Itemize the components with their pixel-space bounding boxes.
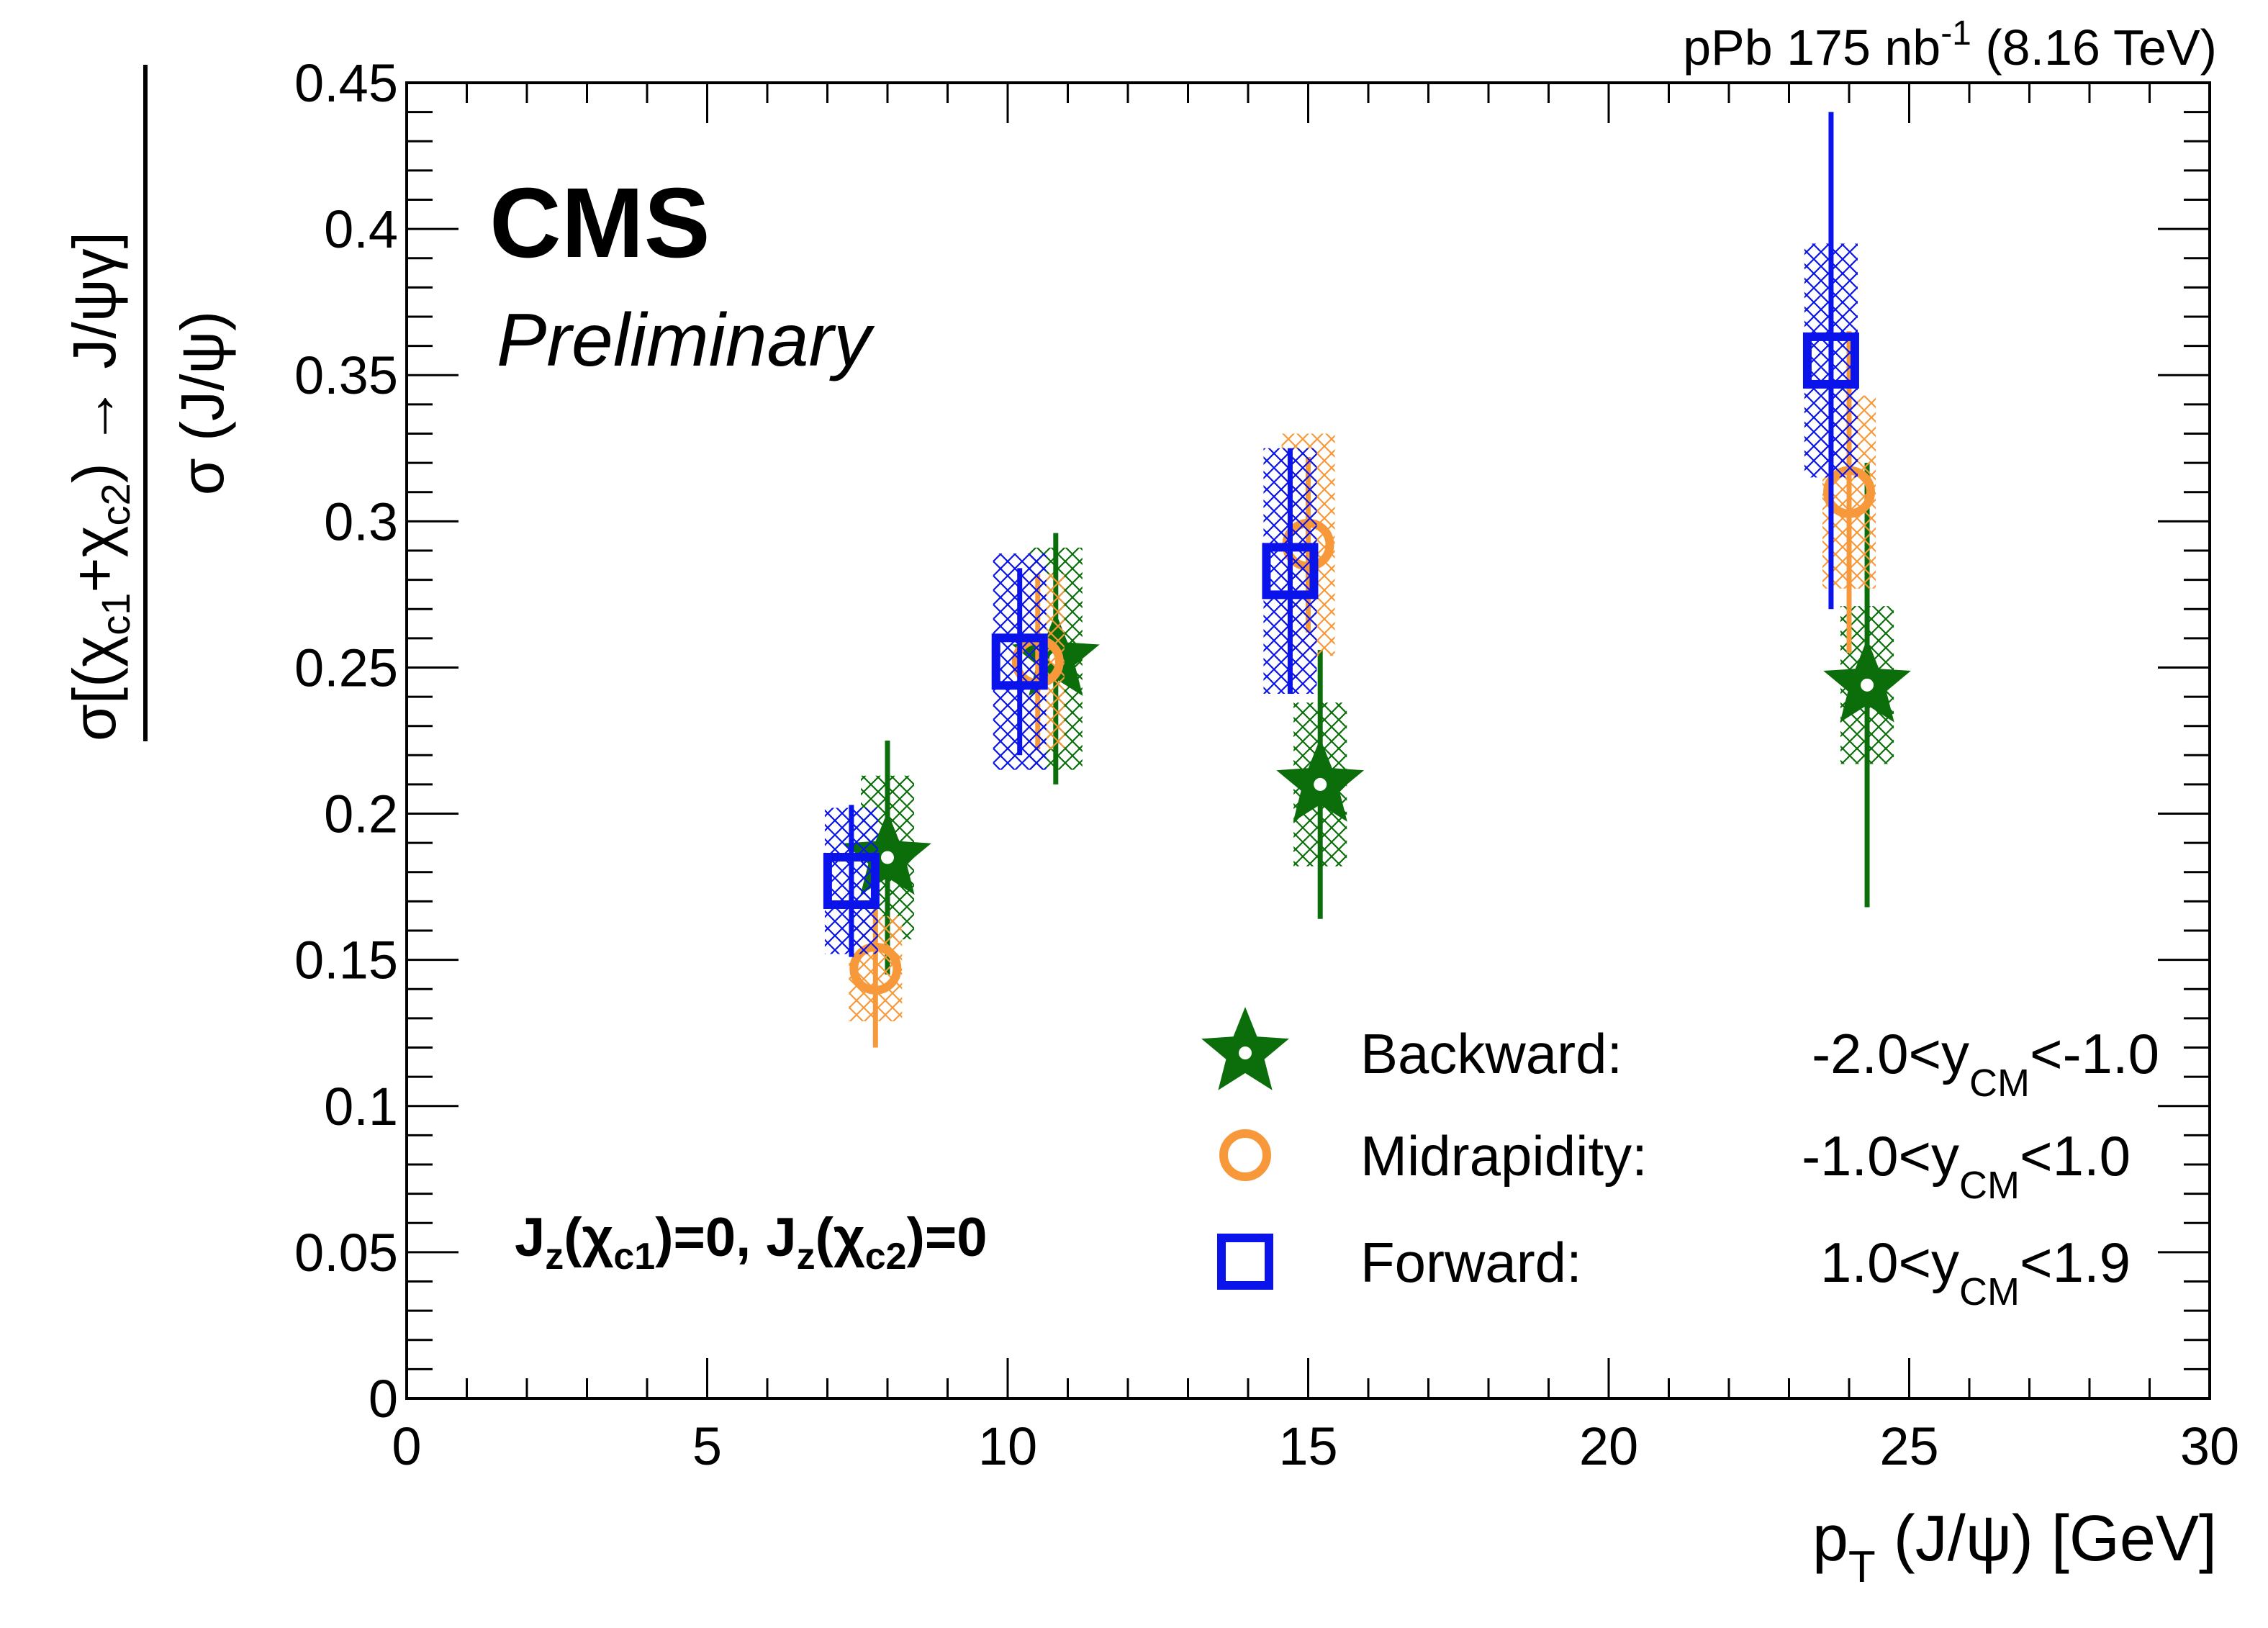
backward-point-core xyxy=(881,851,894,864)
x-axis-title: pT (J/ψ) [GeV] xyxy=(1812,1503,2217,1592)
backward-point-core xyxy=(1861,678,1874,692)
y-axis-title: σ[(χc1+χc2) → J/ψγ] σ (J/ψ) xyxy=(60,65,236,741)
legend-forward-range: 1.0<yCM<1.9 xyxy=(1820,1231,2131,1313)
backward-point-core xyxy=(1314,777,1327,791)
y-tick-label: 0.2 xyxy=(324,784,398,844)
x-tick-label: 20 xyxy=(1579,1416,1638,1476)
y-tick-label: 0.25 xyxy=(294,638,398,697)
x-tick-label: 10 xyxy=(978,1416,1037,1476)
y-tick-label: 0.15 xyxy=(294,931,398,990)
y-tick-label: 0.4 xyxy=(324,199,398,259)
svg-text:σ (J/ψ): σ (J/ψ) xyxy=(168,311,236,495)
y-tick-label: 0.45 xyxy=(294,53,398,113)
y-tick-label: 0.35 xyxy=(294,345,398,405)
forward-point xyxy=(823,852,880,909)
y-tick-label: 0.3 xyxy=(324,492,398,551)
y-tick-labels: 0 0.05 0.1 0.15 0.2 0.25 0.3 0.35 0.4 0.45 xyxy=(294,53,398,1429)
data-layer xyxy=(823,112,1911,1048)
polarization-annotation: Jz(χc1)=0, Jz(χc2)=0 xyxy=(515,1207,988,1277)
x-tick-label: 25 xyxy=(1879,1416,1938,1476)
legend-backward-label: Backward: xyxy=(1360,1022,1622,1085)
plot-frame xyxy=(405,81,2211,1400)
lumi-label: pPb 175 nb-1 (8.16 TeV) xyxy=(1683,14,2217,76)
x-tick-label: 0 xyxy=(392,1416,421,1476)
legend-midrapidity-label: Midrapidity: xyxy=(1360,1124,1648,1188)
legend-forward-marker xyxy=(1217,1234,1273,1290)
y-tick-label: 0.1 xyxy=(324,1077,398,1136)
forward-point xyxy=(1802,332,1859,389)
x-tick-labels: 0 5 10 15 20 25 30 xyxy=(392,1416,2239,1476)
forward-point xyxy=(991,633,1048,690)
legend-midrapidity-range: -1.0<yCM<1.0 xyxy=(1802,1124,2131,1207)
legend-midrapidity-marker xyxy=(1219,1129,1271,1181)
series-forward xyxy=(823,112,1859,957)
status-label: Preliminary xyxy=(497,299,875,382)
legend: Backward: -2.0<yCM<-1.0 Midrapidity: -1.0<y… xyxy=(1201,1007,2159,1313)
forward-point xyxy=(1262,543,1319,600)
legend-backward-range: -2.0<yCM<-1.0 xyxy=(1812,1022,2159,1105)
x-tick-label: 30 xyxy=(2180,1416,2239,1476)
y-tick-label: 0.05 xyxy=(294,1223,398,1283)
legend-forward-label: Forward: xyxy=(1360,1231,1582,1294)
legend-backward-marker-core xyxy=(1239,1046,1252,1059)
x-tick-label: 5 xyxy=(692,1416,722,1476)
x-tick-label: 15 xyxy=(1278,1416,1337,1476)
y-tick-label: 0 xyxy=(369,1369,398,1429)
experiment-label: CMS xyxy=(489,168,710,279)
svg-text:σ[(χc1+χc2) → J/ψγ]: σ[(χc1+χc2) → J/ψγ] xyxy=(60,232,138,741)
axis-ticks xyxy=(405,81,2211,1400)
